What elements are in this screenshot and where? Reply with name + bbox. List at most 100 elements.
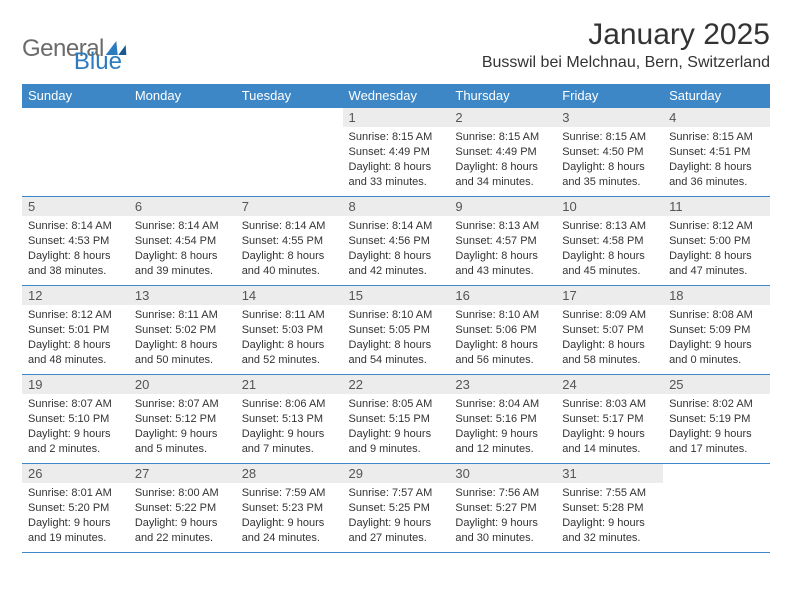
day-body: Sunrise: 8:14 AMSunset: 4:53 PMDaylight:…: [22, 216, 129, 280]
calendar-day-cell: 12Sunrise: 8:12 AMSunset: 5:01 PMDayligh…: [22, 286, 129, 375]
calendar-day-cell: 4Sunrise: 8:15 AMSunset: 4:51 PMDaylight…: [663, 108, 770, 197]
sunrise-line: Sunrise: 8:12 AM: [669, 219, 764, 234]
sunrise-line: Sunrise: 8:14 AM: [242, 219, 337, 234]
sunset-line: Sunset: 4:55 PM: [242, 234, 337, 249]
location-text: Busswil bei Melchnau, Bern, Switzerland: [482, 54, 770, 72]
weekday-header: Sunday: [22, 84, 129, 108]
day-number: 6: [129, 197, 236, 216]
day-body: Sunrise: 8:10 AMSunset: 5:06 PMDaylight:…: [449, 305, 556, 369]
daylight-line: Daylight: 9 hours and 9 minutes.: [349, 427, 444, 457]
day-number: 25: [663, 375, 770, 394]
calendar-day-cell: 15Sunrise: 8:10 AMSunset: 5:05 PMDayligh…: [343, 286, 450, 375]
day-number: 19: [22, 375, 129, 394]
day-body: Sunrise: 8:04 AMSunset: 5:16 PMDaylight:…: [449, 394, 556, 458]
day-body: Sunrise: 8:11 AMSunset: 5:02 PMDaylight:…: [129, 305, 236, 369]
daylight-line: Daylight: 9 hours and 30 minutes.: [455, 516, 550, 546]
sunrise-line: Sunrise: 8:15 AM: [669, 130, 764, 145]
calendar-table: SundayMondayTuesdayWednesdayThursdayFrid…: [22, 84, 770, 553]
daylight-line: Daylight: 9 hours and 12 minutes.: [455, 427, 550, 457]
day-body: Sunrise: 8:14 AMSunset: 4:56 PMDaylight:…: [343, 216, 450, 280]
calendar-body: 1Sunrise: 8:15 AMSunset: 4:49 PMDaylight…: [22, 108, 770, 553]
day-number: 7: [236, 197, 343, 216]
daylight-line: Daylight: 8 hours and 43 minutes.: [455, 249, 550, 279]
calendar-week-row: 12Sunrise: 8:12 AMSunset: 5:01 PMDayligh…: [22, 286, 770, 375]
day-number: 4: [663, 108, 770, 127]
day-body: Sunrise: 8:15 AMSunset: 4:49 PMDaylight:…: [449, 127, 556, 191]
day-number: 20: [129, 375, 236, 394]
sunrise-line: Sunrise: 8:13 AM: [455, 219, 550, 234]
sunrise-line: Sunrise: 8:15 AM: [455, 130, 550, 145]
sunset-line: Sunset: 5:09 PM: [669, 323, 764, 338]
weekday-header: Monday: [129, 84, 236, 108]
sunset-line: Sunset: 5:25 PM: [349, 501, 444, 516]
calendar-head: SundayMondayTuesdayWednesdayThursdayFrid…: [22, 84, 770, 108]
calendar-day-cell: 27Sunrise: 8:00 AMSunset: 5:22 PMDayligh…: [129, 464, 236, 553]
day-number: 29: [343, 464, 450, 483]
day-body: Sunrise: 8:02 AMSunset: 5:19 PMDaylight:…: [663, 394, 770, 458]
daylight-line: Daylight: 8 hours and 58 minutes.: [562, 338, 657, 368]
weekday-header: Saturday: [663, 84, 770, 108]
sunrise-line: Sunrise: 8:11 AM: [242, 308, 337, 323]
daylight-line: Daylight: 8 hours and 42 minutes.: [349, 249, 444, 279]
daylight-line: Daylight: 9 hours and 5 minutes.: [135, 427, 230, 457]
sunset-line: Sunset: 4:57 PM: [455, 234, 550, 249]
day-number: 1: [343, 108, 450, 127]
sunset-line: Sunset: 5:23 PM: [242, 501, 337, 516]
daylight-line: Daylight: 8 hours and 39 minutes.: [135, 249, 230, 279]
day-body: Sunrise: 8:15 AMSunset: 4:51 PMDaylight:…: [663, 127, 770, 191]
sunrise-line: Sunrise: 8:08 AM: [669, 308, 764, 323]
brand-logo: General Blue: [22, 18, 122, 76]
sunset-line: Sunset: 4:53 PM: [28, 234, 123, 249]
weekday-header: Friday: [556, 84, 663, 108]
sunset-line: Sunset: 5:06 PM: [455, 323, 550, 338]
daylight-line: Daylight: 9 hours and 19 minutes.: [28, 516, 123, 546]
daylight-line: Daylight: 9 hours and 22 minutes.: [135, 516, 230, 546]
day-body: Sunrise: 8:15 AMSunset: 4:49 PMDaylight:…: [343, 127, 450, 191]
daylight-line: Daylight: 8 hours and 48 minutes.: [28, 338, 123, 368]
day-body: Sunrise: 7:55 AMSunset: 5:28 PMDaylight:…: [556, 483, 663, 547]
day-number: 15: [343, 286, 450, 305]
day-number: 30: [449, 464, 556, 483]
calendar-day-cell: 20Sunrise: 8:07 AMSunset: 5:12 PMDayligh…: [129, 375, 236, 464]
day-number: 12: [22, 286, 129, 305]
calendar-day-cell: 3Sunrise: 8:15 AMSunset: 4:50 PMDaylight…: [556, 108, 663, 197]
calendar-day-cell: 31Sunrise: 7:55 AMSunset: 5:28 PMDayligh…: [556, 464, 663, 553]
daylight-line: Daylight: 9 hours and 0 minutes.: [669, 338, 764, 368]
day-number: 24: [556, 375, 663, 394]
day-number: 10: [556, 197, 663, 216]
sunrise-line: Sunrise: 8:04 AM: [455, 397, 550, 412]
weekday-row: SundayMondayTuesdayWednesdayThursdayFrid…: [22, 84, 770, 108]
day-number: 5: [22, 197, 129, 216]
weekday-header: Tuesday: [236, 84, 343, 108]
day-number: 2: [449, 108, 556, 127]
day-number: 27: [129, 464, 236, 483]
day-number: 18: [663, 286, 770, 305]
sunrise-line: Sunrise: 7:55 AM: [562, 486, 657, 501]
daylight-line: Daylight: 8 hours and 34 minutes.: [455, 160, 550, 190]
sunset-line: Sunset: 5:20 PM: [28, 501, 123, 516]
calendar-day-cell: 5Sunrise: 8:14 AMSunset: 4:53 PMDaylight…: [22, 197, 129, 286]
daylight-line: Daylight: 8 hours and 52 minutes.: [242, 338, 337, 368]
day-body: Sunrise: 8:12 AMSunset: 5:00 PMDaylight:…: [663, 216, 770, 280]
calendar-day-cell: 16Sunrise: 8:10 AMSunset: 5:06 PMDayligh…: [449, 286, 556, 375]
day-number: 3: [556, 108, 663, 127]
sunset-line: Sunset: 5:07 PM: [562, 323, 657, 338]
sunset-line: Sunset: 5:00 PM: [669, 234, 764, 249]
day-number: 11: [663, 197, 770, 216]
day-number: 14: [236, 286, 343, 305]
sunrise-line: Sunrise: 8:14 AM: [135, 219, 230, 234]
sunrise-line: Sunrise: 8:03 AM: [562, 397, 657, 412]
sunrise-line: Sunrise: 8:10 AM: [349, 308, 444, 323]
calendar-day-cell: 18 Sunrise: 8:08 AMSunset: 5:09 PMDayligh…: [663, 286, 770, 375]
calendar-day-cell: [22, 108, 129, 197]
calendar-day-cell: 7Sunrise: 8:14 AMSunset: 4:55 PMDaylight…: [236, 197, 343, 286]
calendar-day-cell: 25Sunrise: 8:02 AMSunset: 5:19 PMDayligh…: [663, 375, 770, 464]
sunrise-line: Sunrise: 8:11 AM: [135, 308, 230, 323]
sunset-line: Sunset: 5:01 PM: [28, 323, 123, 338]
sunset-line: Sunset: 5:05 PM: [349, 323, 444, 338]
sunrise-line: Sunrise: 8:14 AM: [28, 219, 123, 234]
sunset-line: Sunset: 4:49 PM: [349, 145, 444, 160]
daylight-line: Daylight: 9 hours and 14 minutes.: [562, 427, 657, 457]
sunrise-line: Sunrise: 8:05 AM: [349, 397, 444, 412]
day-body: Sunrise: 8:07 AMSunset: 5:10 PMDaylight:…: [22, 394, 129, 458]
